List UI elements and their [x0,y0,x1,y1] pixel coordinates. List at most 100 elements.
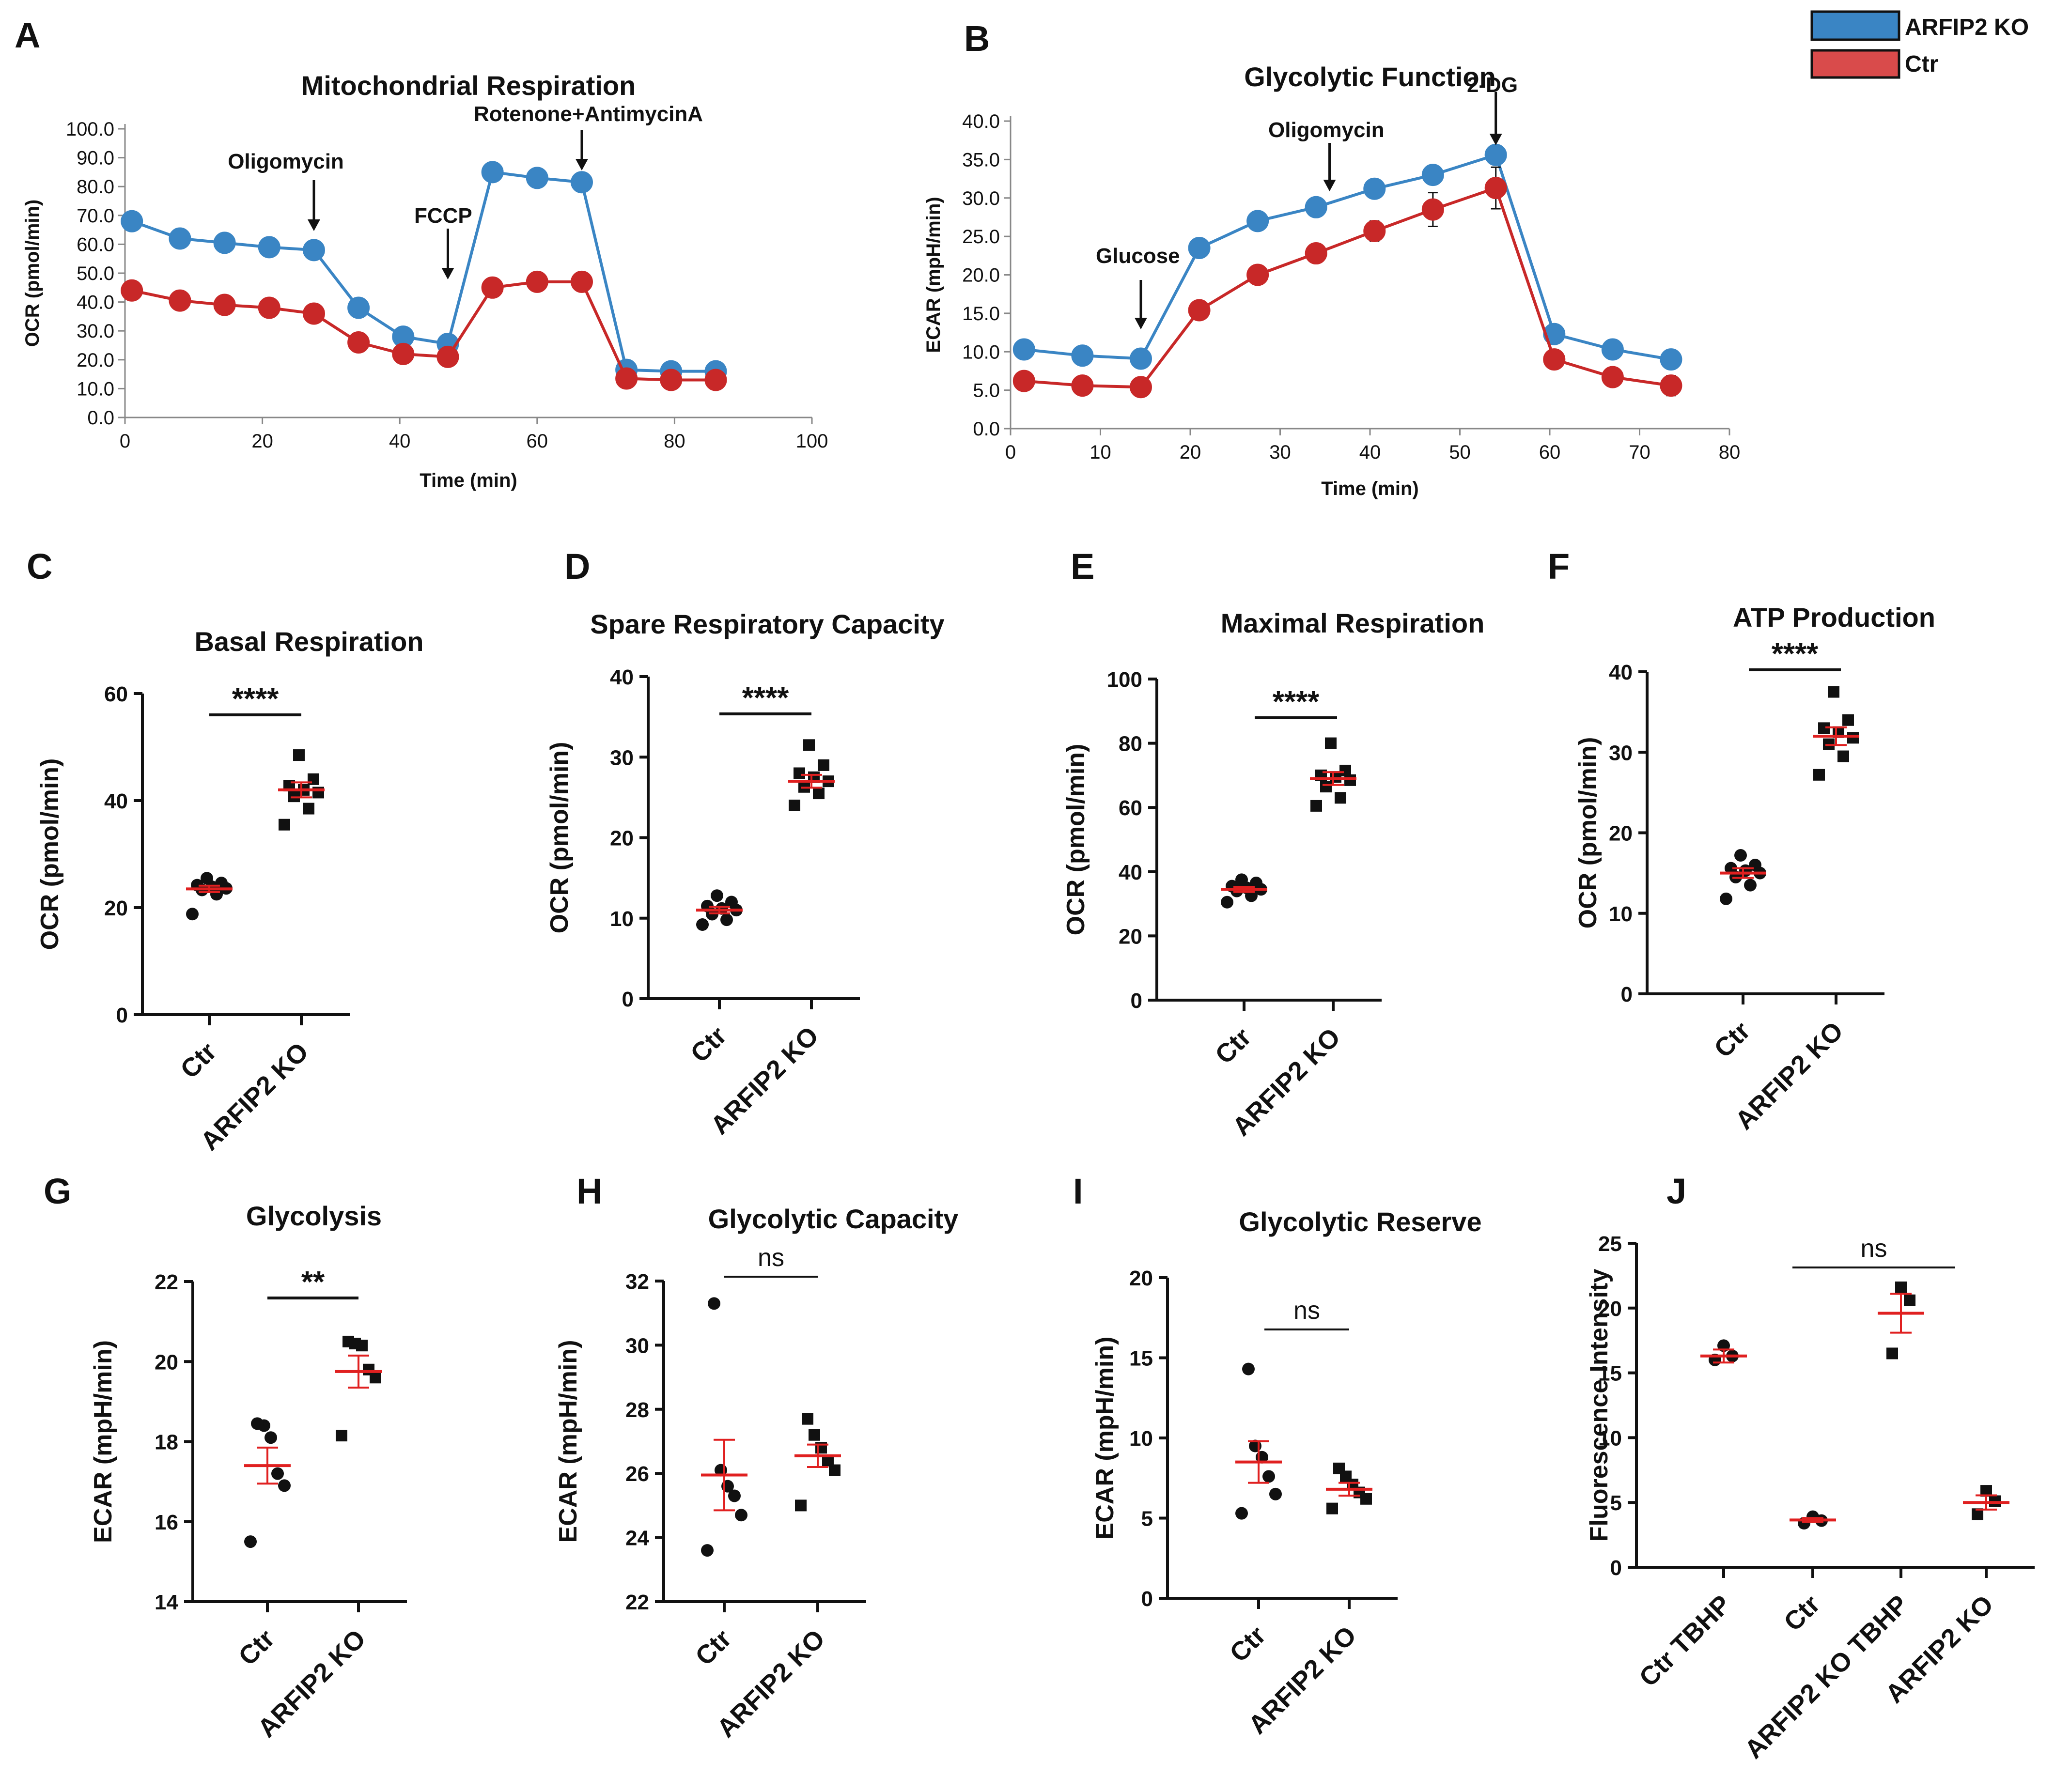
y-tick-label: 30.0 [962,188,1000,209]
data-point-ctr [1720,892,1732,905]
data-point-ctr [1421,198,1444,221]
data-point-arfip2-ko-tbhp [1895,1281,1907,1293]
y-tick-label: 15 [1129,1347,1153,1371]
category-label-ctr: Ctr [685,1021,732,1068]
significance-label: ns [758,1244,784,1272]
annotation-oligomycin: Oligomycin [228,150,344,173]
x-tick-label: 80 [664,431,685,452]
data-point-ctr [213,294,236,316]
category-label-ctr: Ctr [175,1037,222,1084]
y-tick-label: 22 [625,1591,649,1614]
chart-fluorescence-intensity: 0 5 10 15 20 25 Fluorescence Intensity Ctr TBHP… [1585,1232,2035,1764]
y-tick-label: 20 [1119,925,1142,948]
data-point-ctr [244,1535,257,1548]
data-point-arfip2-ko [302,239,325,262]
x-tick-label: 30 [1269,442,1291,463]
annotation-2-dg: 2-DG [1467,73,1518,97]
legend: ARFIP2 KO Ctr [1810,10,2029,79]
y-tick-label: 70.0 [77,205,114,227]
chart-title: Spare Respiratory Capacity [590,609,944,639]
legend-label-ctr: Ctr [1905,51,1938,77]
data-point-arfip2-ko [1421,164,1444,186]
data-point-ctr [1744,879,1757,892]
chart-glycolytic-function: Glycolytic Function 0 10 20 30 40 50 60 70 80 0.0 5… [923,62,1740,499]
y-axis-label: OCR (pmol/min) [545,742,574,934]
y-tick-label: 20.0 [77,350,114,371]
data-point-arfip2-ko [813,788,825,800]
data-point-ctr [1221,896,1233,909]
data-point-arfip2-ko [795,1499,807,1512]
data-point-ctr [1262,1470,1275,1483]
x-axis-label: Time (min) [1321,478,1419,499]
data-point-ctr [728,1489,741,1502]
data-point-ctr [201,872,213,885]
data-point-arfip2-ko [1310,800,1322,812]
panel-letter-D: D [564,546,590,587]
data-point-ctr [526,270,548,293]
panel-letter-C: C [27,546,52,587]
data-point-arfip2-ko-tbhp [1886,1347,1898,1359]
data-point-arfip2-ko [526,167,548,189]
chart-glycolytic-reserve: Glycolytic Reserve 0 5 10 15 20 ECAR (mpH/min)… [1091,1206,1482,1740]
y-tick-label: 40 [104,789,128,813]
data-point-arfip2-ko [293,749,305,761]
panel-letter-B: B [964,18,990,59]
data-point-ctr [265,1431,277,1444]
y-axis-label: OCR (pmol/min) [1062,744,1090,936]
y-tick-label: 10 [1129,1427,1153,1451]
data-point-arfip2-ko [809,1429,820,1441]
data-point-arfip2-ko [1305,196,1327,218]
data-point-ctr [1749,859,1761,871]
annotation-arrow-oligomycin-head [1323,180,1336,191]
y-tick-label: 35.0 [962,149,1000,170]
y-tick-label: 15.0 [962,303,1000,324]
data-point-arfip2-ko [570,171,593,194]
y-tick-label: 40 [610,665,634,689]
data-point-ctr [169,289,191,312]
y-tick-label: 40 [1609,661,1633,684]
category-label-ctr-tbhp: Ctr TBHP [1634,1590,1736,1692]
x-tick-label: 80 [1719,442,1741,463]
y-axis-label: OCR (pmol/min) [22,200,43,347]
y-tick-label: 16 [155,1511,178,1534]
annotation-arrow-fccp-head [441,268,454,279]
y-tick-label: 100.0 [66,119,114,140]
annotation-arrow-glucose-head [1134,318,1147,329]
annotation-arrow-2-dg-head [1489,134,1502,145]
data-point-ctr [186,908,199,921]
data-point-arfip2-ko [1325,737,1337,749]
y-tick-label: 20 [104,896,128,920]
data-point-ctr [1235,873,1248,886]
data-point-ctr [570,270,593,293]
chart-title: Glycolytic Function [1244,62,1496,92]
y-axis-label: OCR (pmol/min) [36,758,64,950]
y-tick-label: 100 [1107,668,1142,692]
data-point-arfip2-ko [1071,344,1094,367]
y-axis-label: ECAR (mpH/min) [1091,1337,1119,1540]
y-axis-label: ECAR (mpH/min) [923,197,944,353]
data-point-ctr [1071,374,1094,397]
y-tick-label: 20.0 [962,265,1000,286]
data-point-ctr [392,342,415,365]
chart-title: Glycolysis [246,1201,382,1231]
data-point-ctr [481,276,504,299]
data-point-arfip2-ko [1326,1502,1338,1514]
data-point-ctr [251,1417,264,1430]
y-axis-label: ECAR (mpH/min) [89,1340,117,1543]
data-point-arfip2-ko [1363,177,1386,200]
data-point-arfip2-ko [794,767,805,779]
legend-swatch-ko [1810,10,1900,41]
panel-letter-F: F [1548,546,1570,587]
data-point-arfip2-ko [1484,143,1507,166]
y-tick-label: 5.0 [973,380,1000,402]
data-point-arfip2-ko [258,236,280,259]
y-tick-label: 5 [1141,1507,1153,1531]
y-tick-label: 18 [155,1431,178,1454]
y-tick-label: 0 [1621,983,1633,1006]
y-tick-label: 60 [1119,796,1142,820]
data-point-ctr [1601,366,1624,388]
annotation-rotenone-antimycina: Rotenone+AntimycinA [474,102,703,126]
y-tick-label: 22 [155,1270,178,1294]
data-point-arfip2-ko [169,227,191,250]
